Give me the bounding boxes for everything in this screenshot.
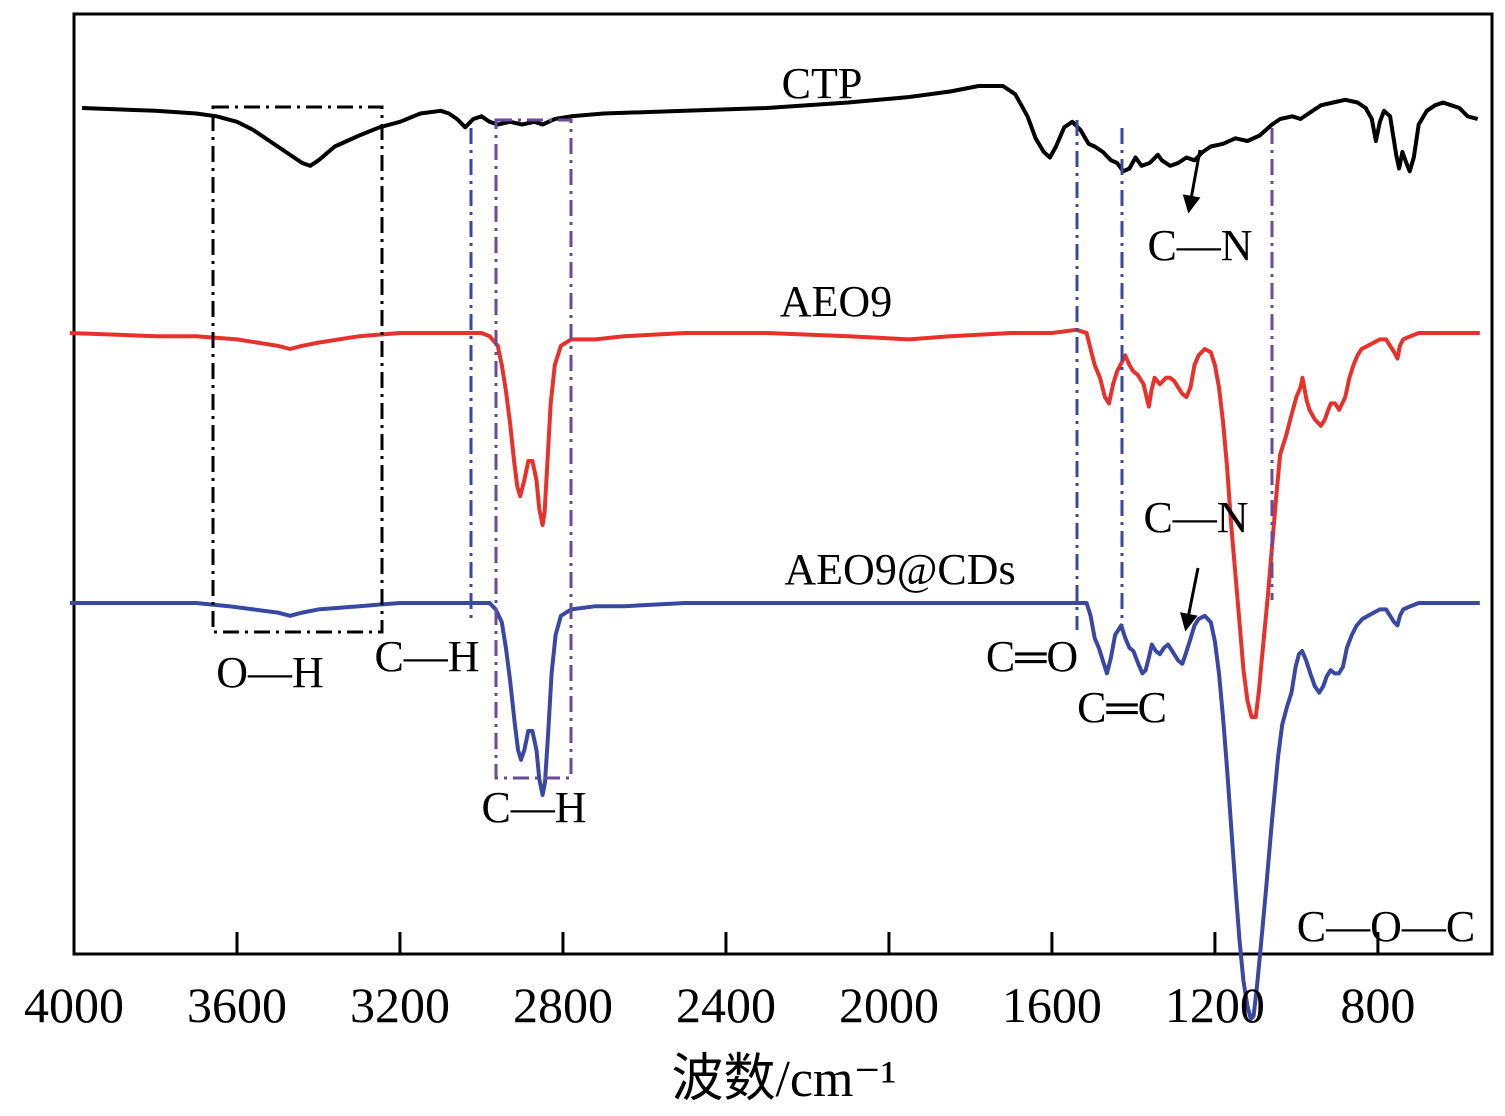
ch-region-box bbox=[494, 118, 573, 780]
plot-frame bbox=[72, 12, 1494, 956]
x-tick-label: 1200 bbox=[1165, 977, 1265, 1033]
series-line-aeo9-cds bbox=[69, 601, 1480, 1021]
plot-area bbox=[72, 12, 1494, 956]
series-line-ctp bbox=[82, 84, 1479, 174]
series-label: AEO9@CDs bbox=[784, 545, 1015, 594]
series-label: CTP bbox=[782, 59, 863, 108]
cn-arrow-ctp bbox=[1182, 149, 1202, 214]
x-tick-label: 2000 bbox=[839, 977, 939, 1033]
annotation-ch-box: C—H bbox=[481, 783, 586, 832]
x-tick-label: 3600 bbox=[187, 977, 287, 1033]
annotation-cn-aeo9: C—N bbox=[1143, 493, 1248, 542]
cn-arrow-cds bbox=[1179, 567, 1200, 632]
annotation-coc: C—O—C bbox=[1297, 902, 1475, 951]
x-tick-label: 2800 bbox=[513, 977, 613, 1033]
annotation-oh: O—H bbox=[216, 648, 324, 697]
x-tick-label: 2400 bbox=[676, 977, 776, 1033]
series-label: AEO9 bbox=[780, 277, 892, 326]
x-axis-title: 波数/cm⁻¹ bbox=[671, 1051, 896, 1108]
annotation-cc: C═C bbox=[1077, 683, 1167, 732]
x-tick-label: 800 bbox=[1340, 977, 1415, 1033]
x-axis: 4000 3600 3200 2800 2400 2000 1600 1200 800 bbox=[24, 932, 1415, 1033]
series-line-aeo9 bbox=[69, 327, 1480, 719]
series-group bbox=[69, 84, 1480, 1021]
annotation-group: O—H C—H C—H C—N C—N C═OC═C C—O—C bbox=[211, 105, 1475, 951]
oh-region-box bbox=[211, 105, 384, 634]
annotation-cn-ctp: C—N bbox=[1147, 221, 1252, 270]
x-tick-label: 4000 bbox=[24, 977, 124, 1033]
series-label-group: CTP AEO9 AEO9@CDs bbox=[780, 59, 1016, 594]
annotation-ch-left: C—H bbox=[374, 632, 479, 681]
annotation-co: C═O bbox=[986, 632, 1078, 681]
x-tick-label: 1600 bbox=[1002, 977, 1102, 1033]
x-tick-label: 3200 bbox=[350, 977, 450, 1033]
